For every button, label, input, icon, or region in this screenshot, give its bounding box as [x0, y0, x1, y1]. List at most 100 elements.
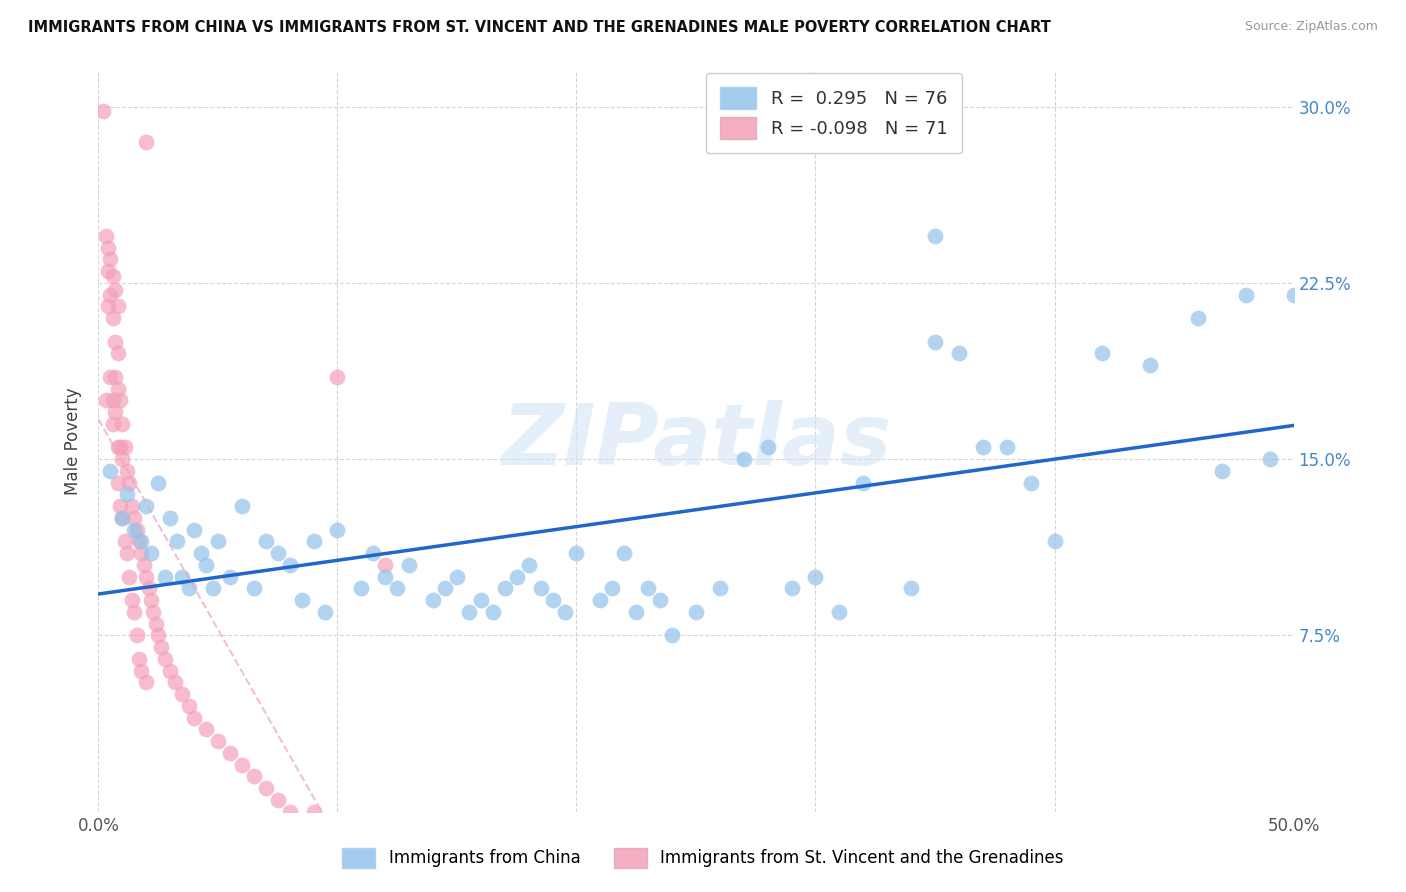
Legend: R =  0.295   N = 76, R = -0.098   N = 71: R = 0.295 N = 76, R = -0.098 N = 71 — [706, 73, 962, 153]
Point — [315, 605, 337, 619]
Point — [131, 664, 153, 678]
Point — [231, 499, 253, 513]
Point — [101, 393, 124, 408]
Point — [1234, 287, 1257, 301]
Point — [183, 711, 205, 725]
Point — [302, 534, 325, 549]
Point — [163, 675, 186, 690]
Point — [101, 311, 124, 326]
Point — [602, 582, 624, 596]
Point — [661, 628, 683, 642]
Point — [111, 417, 134, 431]
Point — [104, 334, 127, 349]
Point — [115, 464, 138, 478]
Point — [554, 605, 576, 619]
Point — [97, 241, 120, 255]
Text: ZIPatlas: ZIPatlas — [501, 400, 891, 483]
Point — [131, 546, 153, 560]
Point — [148, 628, 170, 642]
Point — [565, 546, 588, 560]
Point — [494, 582, 516, 596]
Point — [132, 558, 155, 572]
Point — [145, 616, 167, 631]
Point — [374, 570, 396, 584]
Text: IMMIGRANTS FROM CHINA VS IMMIGRANTS FROM ST. VINCENT AND THE GRENADINES MALE POV: IMMIGRANTS FROM CHINA VS IMMIGRANTS FROM… — [28, 20, 1052, 35]
Point — [709, 582, 731, 596]
Point — [107, 299, 129, 313]
Y-axis label: Male Poverty: Male Poverty — [63, 388, 82, 495]
Point — [98, 252, 122, 267]
Point — [458, 605, 481, 619]
Point — [159, 511, 181, 525]
Point — [172, 570, 194, 584]
Point — [350, 582, 373, 596]
Point — [385, 582, 409, 596]
Point — [780, 582, 803, 596]
Point — [517, 558, 540, 572]
Point — [107, 441, 129, 455]
Point — [155, 570, 177, 584]
Point — [1043, 534, 1066, 549]
Point — [101, 417, 124, 431]
Point — [183, 523, 205, 537]
Point — [172, 687, 194, 701]
Point — [179, 582, 201, 596]
Point — [97, 299, 120, 313]
Point — [948, 346, 970, 360]
Point — [398, 558, 420, 572]
Point — [101, 268, 124, 283]
Point — [589, 593, 612, 607]
Point — [481, 605, 505, 619]
Point — [828, 605, 851, 619]
Point — [139, 593, 162, 607]
Point — [219, 570, 242, 584]
Point — [1282, 287, 1305, 301]
Point — [98, 370, 122, 384]
Point — [107, 475, 129, 490]
Point — [108, 499, 131, 513]
Point — [121, 593, 143, 607]
Point — [148, 475, 170, 490]
Point — [114, 534, 136, 549]
Point — [804, 570, 827, 584]
Point — [107, 346, 129, 360]
Point — [648, 593, 672, 607]
Point — [302, 805, 325, 819]
Point — [613, 546, 636, 560]
Point — [1211, 464, 1233, 478]
Point — [626, 605, 648, 619]
Point — [118, 475, 141, 490]
Point — [1019, 475, 1042, 490]
Point — [94, 393, 117, 408]
Point — [91, 104, 114, 119]
Point — [243, 582, 266, 596]
Point — [243, 769, 266, 783]
Point — [254, 534, 277, 549]
Point — [125, 523, 148, 537]
Legend: Immigrants from China, Immigrants from St. Vincent and the Grenadines: Immigrants from China, Immigrants from S… — [336, 841, 1070, 875]
Point — [98, 287, 122, 301]
Point — [446, 570, 468, 584]
Text: Source: ZipAtlas.com: Source: ZipAtlas.com — [1244, 20, 1378, 33]
Point — [267, 546, 290, 560]
Point — [97, 264, 120, 278]
Point — [374, 558, 396, 572]
Point — [326, 523, 349, 537]
Point — [972, 441, 994, 455]
Point — [111, 511, 134, 525]
Point — [541, 593, 564, 607]
Point — [530, 582, 553, 596]
Point — [159, 664, 181, 678]
Point — [142, 605, 165, 619]
Point — [128, 652, 150, 666]
Point — [900, 582, 922, 596]
Point — [685, 605, 707, 619]
Point — [115, 546, 138, 560]
Point — [278, 805, 301, 819]
Point — [422, 593, 444, 607]
Point — [135, 675, 157, 690]
Point — [995, 441, 1018, 455]
Point — [135, 570, 157, 584]
Point — [231, 757, 253, 772]
Point — [124, 511, 146, 525]
